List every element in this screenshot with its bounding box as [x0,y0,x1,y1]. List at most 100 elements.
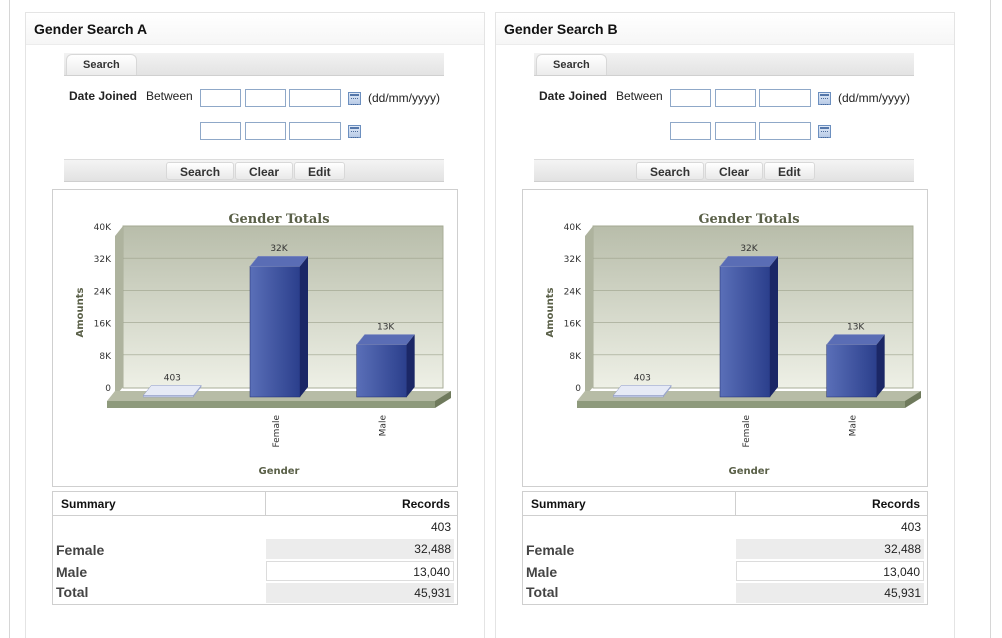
date-from-month-input[interactable] [715,89,756,107]
plot-side-wall [115,226,123,397]
y-tick-label: 24K [94,287,112,297]
calendar-icon[interactable] [818,125,831,138]
summary-row-value: 32,488 [266,539,454,559]
records-header-label: Records [871,497,920,511]
frame-border-right [990,0,991,638]
chart-floor-side [435,391,451,408]
tab-search[interactable]: Search [66,54,137,75]
date-to-day-input[interactable] [200,122,241,140]
summary-header-label: Summary [531,497,586,511]
calendar-icon[interactable] [818,92,831,105]
date-format-hint: (dd/mm/yyyy) [368,91,440,105]
button-bar: Search Clear Edit [64,159,444,182]
summary-row-value: 45,931 [266,583,454,603]
bar [826,344,877,398]
data-label: 13K [377,323,395,333]
y-tick-label: 40K [564,223,582,233]
chart-svg: Gender Totals 0 8K 16K 24K 32K 40K 403 32K Female… [75,212,451,477]
summary-row-value: 403 [430,520,451,534]
date-from-day-input[interactable] [670,89,711,107]
chart-title: Gender Totals [228,212,329,227]
plot-side-wall [585,226,593,397]
x-tick-label: Female [742,415,752,448]
data-label: 32K [270,244,288,254]
tab-search[interactable]: Search [536,54,607,75]
chart-title: Gender Totals [698,212,799,227]
clear-button[interactable]: Clear [235,162,294,180]
data-label: 403 [634,373,651,383]
y-tick-label: 8K [99,352,112,362]
panel-header [496,13,954,45]
x-axis-label: Gender [729,466,770,477]
summary-row-label: Female [56,542,105,558]
bar-top [612,385,672,396]
summary-row-label: Total [56,584,89,600]
chart-floor-front [107,401,435,408]
summary-row-value: 32,488 [736,539,924,559]
bar-side [406,334,415,397]
gender-totals-chart: Gender Totals 0 8K 16K 24K 32K 40K 403 32K Female… [52,189,458,487]
bar-side [770,256,778,397]
chart-floor-side [905,391,921,408]
x-tick-label: Female [272,415,282,448]
summary-row-label: Total [526,584,559,600]
x-tick-label: Male [849,415,859,437]
date-to-month-input[interactable] [245,122,286,140]
y-tick-label: 8K [569,352,582,362]
summary-row-value: 13,040 [736,561,924,581]
date-from-day-input[interactable] [200,89,241,107]
search-button[interactable]: Search [166,162,235,180]
data-label: 13K [847,323,865,333]
chart-svg: Gender Totals 0 8K 16K 24K 32K 40K 403 32K Female… [545,212,921,477]
date-to-year-input[interactable] [759,122,811,140]
panel-gender-search-b: Gender Search B Search Date Joined Betwe… [495,12,955,638]
bar-side [876,334,885,397]
date-from-year-input[interactable] [289,89,341,107]
y-tick-label: 32K [564,255,582,265]
calendar-icon[interactable] [348,125,361,138]
chart-floor-front [577,401,905,408]
y-tick-label: 16K [564,320,582,330]
summary-header-row: Summary Records [523,492,927,516]
y-axis-label: Amounts [75,287,86,337]
y-tick-label: 0 [105,384,111,394]
summary-header-row: Summary Records [53,492,457,516]
records-header-label: Records [401,497,450,511]
date-from-year-input[interactable] [759,89,811,107]
x-tick-label: Male [379,415,389,437]
bar [719,265,771,398]
summary-row-value: 403 [900,520,921,534]
clear-button[interactable]: Clear [705,162,764,180]
frame-border-left [9,0,10,638]
x-axis-label: Gender [259,466,300,477]
edit-button[interactable]: Edit [764,162,815,180]
y-tick-label: 40K [94,223,112,233]
y-tick-label: 32K [94,255,112,265]
summary-header-divider [735,492,736,516]
bar-side [300,256,308,397]
date-to-month-input[interactable] [715,122,756,140]
panel-gender-search-a: Gender Search A Search Date Joined Betwe… [25,12,485,638]
bar [249,265,301,398]
date-format-hint: (dd/mm/yyyy) [838,91,910,105]
edit-button[interactable]: Edit [294,162,345,180]
y-axis-label: Amounts [545,287,556,337]
data-label: 403 [164,373,181,383]
date-to-year-input[interactable] [289,122,341,140]
search-button[interactable]: Search [636,162,705,180]
between-label: Between [616,89,663,103]
y-tick-label: 16K [94,320,112,330]
bar-top [142,385,202,396]
search-tab-bar: Search [64,53,444,76]
y-tick-label: 0 [575,384,581,394]
data-label: 32K [740,244,758,254]
date-from-month-input[interactable] [245,89,286,107]
calendar-icon[interactable] [348,92,361,105]
summary-row-label: Male [526,564,558,580]
summary-header-divider [265,492,266,516]
date-to-day-input[interactable] [670,122,711,140]
summary-row-label: Male [56,564,88,580]
bar-top [826,334,886,345]
y-tick-label: 24K [564,287,582,297]
